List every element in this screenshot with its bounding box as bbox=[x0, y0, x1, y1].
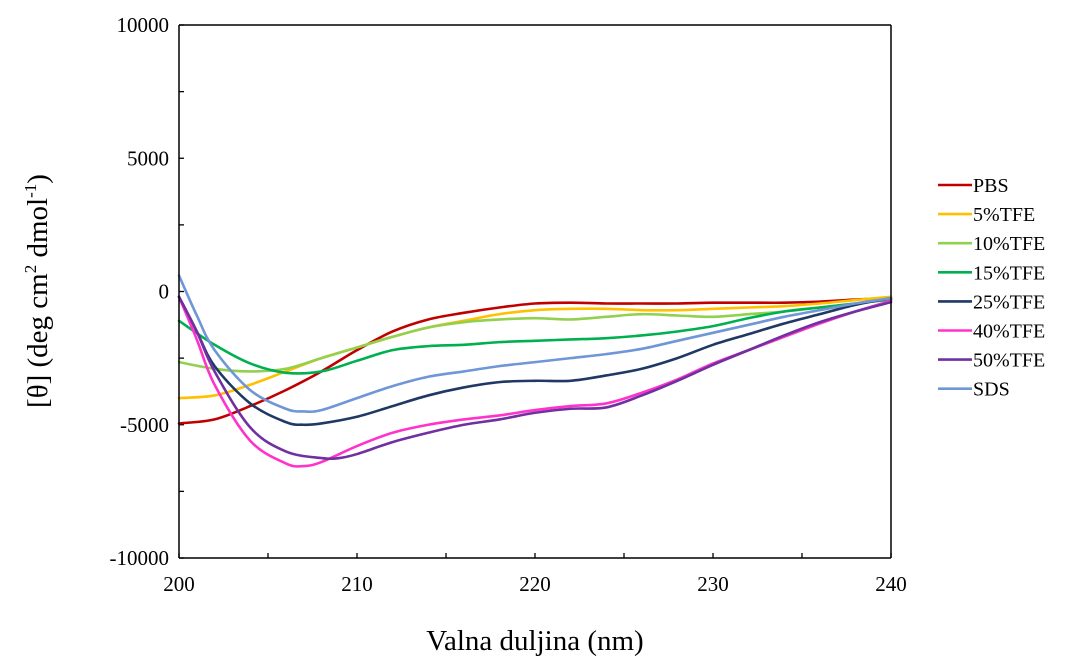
y-tick-label: 0 bbox=[159, 280, 170, 304]
series-line-15pct-tfe bbox=[177, 298, 893, 375]
legend-label-40pct-tfe: 40%TFE bbox=[973, 321, 1045, 343]
y-axis-title-part: dmol bbox=[22, 198, 54, 265]
y-axis-title-part: ) bbox=[22, 174, 54, 184]
x-tick-label: 220 bbox=[519, 572, 551, 596]
x-tick-label: 200 bbox=[163, 572, 195, 596]
y-tick-label: -10000 bbox=[110, 546, 170, 570]
legend: PBS 5%TFE 10%TFE 15%TFE 25%TFE 40%TFE 50%TFE SD… bbox=[938, 175, 1045, 401]
legend-label-5pct-tfe: 5%TFE bbox=[973, 204, 1035, 226]
x-tick-labels: 200 210 220 230 240 bbox=[163, 572, 907, 596]
series-line-sds bbox=[177, 274, 893, 413]
legend-label-15pct-tfe: 15%TFE bbox=[973, 262, 1045, 284]
y-axis-title-superscript: -1 bbox=[21, 184, 40, 198]
x-tick-label: 230 bbox=[697, 572, 729, 596]
axis-ticks bbox=[178, 24, 892, 559]
legend-label-pbs: PBS bbox=[973, 175, 1009, 197]
legend-label-25pct-tfe: 25%TFE bbox=[973, 291, 1045, 313]
legend-label-10pct-tfe: 10%TFE bbox=[973, 233, 1045, 255]
y-tick-label: 5000 bbox=[127, 146, 169, 170]
series-line-25pct-tfe bbox=[177, 295, 893, 427]
y-axis-title-part: [θ] (deg cm bbox=[22, 273, 54, 408]
y-tick-label: 10000 bbox=[117, 13, 170, 37]
y-tick-labels: -10000 -5000 0 5000 10000 bbox=[110, 13, 170, 570]
legend-label-50pct-tfe: 50%TFE bbox=[973, 350, 1045, 372]
x-axis-title: Valna duljina (nm) bbox=[426, 625, 643, 657]
x-tick-label: 210 bbox=[341, 572, 373, 596]
y-axis-title-superscript: 2 bbox=[21, 265, 40, 274]
series-lines bbox=[177, 274, 893, 468]
x-tick-label: 240 bbox=[875, 572, 907, 596]
legend-label-sds: SDS bbox=[973, 379, 1010, 401]
y-tick-label: -5000 bbox=[120, 413, 169, 437]
series-line-50pct-tfe bbox=[177, 295, 893, 461]
y-axis-title: [θ] (deg cm2 dmol-1) bbox=[21, 174, 54, 408]
series-line-pbs bbox=[177, 296, 893, 425]
